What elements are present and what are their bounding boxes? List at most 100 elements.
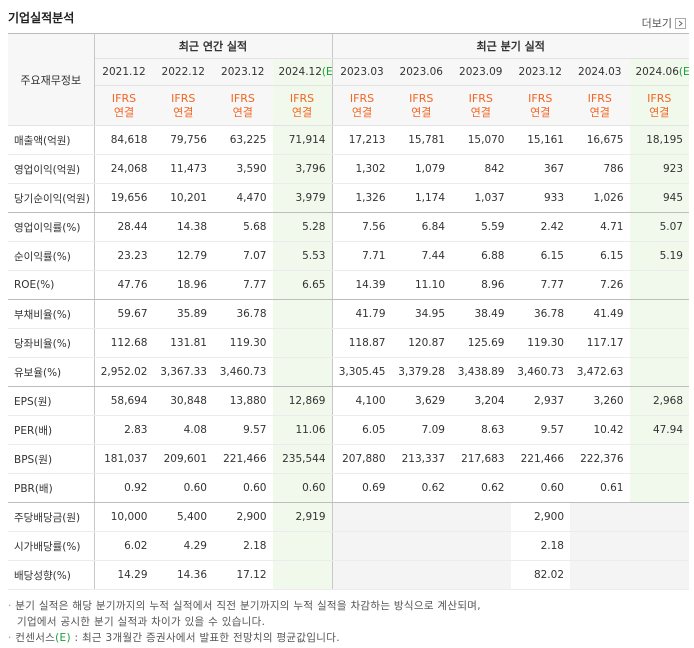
estimate-mark: (E) <box>55 632 71 644</box>
value-cell: 14.29 <box>94 560 154 590</box>
period: 2024.12 <box>278 66 322 78</box>
value-cell <box>629 531 689 561</box>
data-row: 유보율(%) 2,952.02 3,367.33 3,460.73 3,305.45 3,… <box>8 357 689 387</box>
data-row: 당기순이익(억원) 19,656 10,201 4,470 3,979 1,326 1,17… <box>8 183 689 213</box>
value-cell: 3,460.73 <box>213 357 273 387</box>
value-cell: 945 <box>629 183 689 213</box>
basis: 연결 <box>351 105 373 119</box>
value-cell: 7.09 <box>391 415 451 445</box>
value-cell: 221,466 <box>213 444 273 474</box>
value-cell: 4.29 <box>153 531 213 561</box>
value-cell <box>629 502 689 532</box>
more-link[interactable]: 더보기 <box>642 15 686 31</box>
value-cell: 9.57 <box>213 415 273 445</box>
value-cell <box>629 328 689 358</box>
value-cell <box>629 473 689 503</box>
basis: IFRS <box>349 91 375 105</box>
value-cell <box>272 560 332 590</box>
value-cell: 3,379.28 <box>391 357 451 387</box>
value-cell <box>451 560 511 590</box>
row-label: 영업이익(억원) <box>8 154 95 184</box>
more-icon[interactable] <box>675 17 686 29</box>
value-cell: 5.19 <box>629 241 689 271</box>
note-line: 기업에서 공시한 분기 실적과 차이가 있을 수 있습니다. <box>8 614 481 630</box>
value-cell: 10,201 <box>153 183 213 213</box>
value-cell: 3,590 <box>213 154 273 184</box>
value-cell: 120.87 <box>391 328 451 358</box>
value-cell: 17.12 <box>213 560 273 590</box>
value-cell <box>272 299 332 329</box>
basis: 연결 <box>232 105 253 119</box>
period-header: 2023.09 <box>451 58 511 86</box>
value-cell: 786 <box>570 154 630 184</box>
note-text: 기업에서 공시한 분기 실적과 차이가 있을 수 있습니다. <box>17 616 266 628</box>
row-label: BPS(원) <box>8 444 95 474</box>
value-cell: 28.44 <box>94 212 154 242</box>
note-text: 컨센서스 <box>15 632 56 644</box>
note-text: : 최근 3개월간 증권사에서 발표한 전망치의 평균값입니다. <box>70 632 340 644</box>
value-cell: 8.96 <box>451 270 511 300</box>
period: 2023.03 <box>340 66 384 78</box>
data-row: ROE(%) 47.76 18.96 7.77 6.65 14.39 11.10 8.96 7.… <box>8 270 689 300</box>
basis-header: IFRS 연결 <box>331 85 392 126</box>
value-cell: 2,952.02 <box>94 357 154 387</box>
value-cell: 221,466 <box>510 444 570 474</box>
value-cell: 367 <box>510 154 570 184</box>
value-cell: 5.07 <box>629 212 689 242</box>
value-cell: 2,919 <box>272 502 332 532</box>
value-cell: 2,900 <box>510 502 570 532</box>
value-cell: 235,544 <box>272 444 332 474</box>
value-cell: 7.07 <box>213 241 273 271</box>
section-title: 기업실적분석 <box>8 11 75 25</box>
value-cell: 3,305.45 <box>331 357 392 387</box>
row-label: PBR(배) <box>8 473 95 503</box>
value-cell: 3,460.73 <box>510 357 570 387</box>
basis: 연결 <box>113 105 135 119</box>
period: 2023.12 <box>221 66 265 78</box>
value-cell: 2.83 <box>94 415 154 445</box>
value-cell <box>629 299 689 329</box>
value-cell: 16,675 <box>570 125 630 155</box>
value-cell: 14.38 <box>153 212 213 242</box>
value-cell: 213,337 <box>391 444 451 474</box>
more-text[interactable]: 더보기 <box>641 17 672 30</box>
row-label: 영업이익률(%) <box>8 212 95 242</box>
value-cell: 71,914 <box>272 125 332 155</box>
value-cell: 6.65 <box>272 270 332 300</box>
value-cell: 0.61 <box>570 473 630 503</box>
row-label: EPS(원) <box>8 386 95 416</box>
value-cell: 2.18 <box>213 531 273 561</box>
row-label: 당기순이익(억원) <box>8 183 95 213</box>
basis: IFRS <box>468 91 493 105</box>
value-cell <box>391 531 451 561</box>
value-cell <box>272 357 332 387</box>
value-cell <box>272 531 332 561</box>
value-cell: 10.42 <box>570 415 630 445</box>
period: 2024.03 <box>578 66 622 78</box>
period: 2022.12 <box>161 66 205 78</box>
data-row: PBR(배) 0.92 0.60 0.60 0.60 0.69 0.62 0.62 0.60 0.… <box>8 473 689 503</box>
data-row: 주당배당금(원) 10,000 5,400 2,900 2,919 2,900 <box>8 502 689 532</box>
note: · 분기 실적은 해당 분기까지의 누적 실적에서 직전 분기까지의 누적 실적… <box>8 598 481 630</box>
value-cell: 58,694 <box>94 386 154 416</box>
value-cell: 34.95 <box>391 299 451 329</box>
value-cell: 11.06 <box>272 415 332 445</box>
period-header: 2023.12 <box>213 58 273 86</box>
value-cell: 118.87 <box>331 328 392 358</box>
value-cell <box>570 531 630 561</box>
value-cell: 7.71 <box>331 241 392 271</box>
table-body: 매출액(억원) 84,618 79,756 63,225 71,914 17,213 15,… <box>8 125 689 590</box>
value-cell: 17,213 <box>331 125 392 155</box>
value-cell <box>331 560 392 590</box>
value-cell: 3,472.63 <box>570 357 630 387</box>
row-label: ROE(%) <box>8 270 95 300</box>
period-header: 2023.03 <box>331 58 392 86</box>
basis-header: IFRS 연결 <box>272 85 332 126</box>
value-cell: 131.81 <box>153 328 213 358</box>
financial-table: 주요재무정보 최근 연간 실적 최근 분기 실적 2021.12 2022.12 2023… <box>8 33 689 590</box>
data-row: EPS(원) 58,694 30,848 13,880 12,869 4,100 3,629… <box>8 386 689 416</box>
basis: IFRS <box>230 91 255 105</box>
value-cell: 3,260 <box>570 386 630 416</box>
value-cell: 2.18 <box>510 531 570 561</box>
value-cell: 3,204 <box>451 386 511 416</box>
